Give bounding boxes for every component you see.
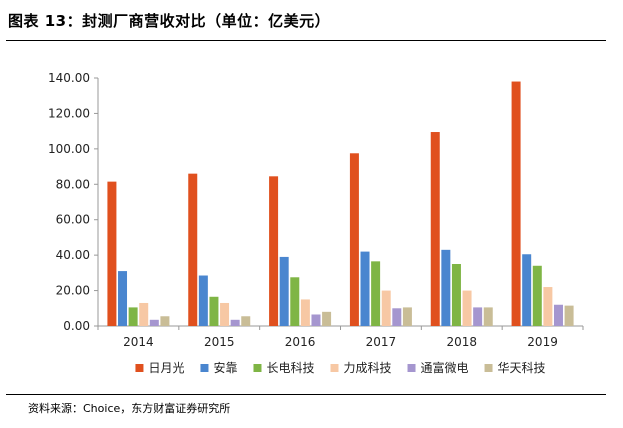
y-axis: 0.00 20.00 40.00 60.00 80.00 100.00 120.00 140.… — [48, 71, 99, 333]
bar — [198, 275, 208, 326]
source-note: 资料来源：Choice，东方财富证券研究所 — [28, 402, 231, 415]
legend-swatch — [253, 364, 262, 372]
x-tick-label: 2019 — [527, 335, 558, 349]
y-tick-label: 0.00 — [63, 319, 90, 333]
bar — [322, 311, 332, 326]
x-tick-label: 2018 — [446, 335, 477, 349]
legend-item: 通富微电 — [407, 360, 469, 375]
bar — [128, 307, 138, 326]
bar — [311, 314, 321, 326]
legend-swatch — [330, 364, 339, 372]
x-axis: 2014 2015 2016 2017 2018 2019 — [97, 325, 584, 349]
legend-label: 通富微电 — [421, 360, 469, 375]
bars — [107, 81, 574, 327]
bar — [381, 290, 391, 326]
legend-swatch — [484, 364, 493, 372]
bar — [149, 319, 159, 326]
x-tick-label: 2017 — [366, 335, 397, 349]
bar — [522, 254, 532, 326]
x-tick-label: 2015 — [204, 335, 235, 349]
bar — [220, 302, 230, 326]
legend-item: 力成科技 — [330, 361, 392, 375]
legend: 日月光 安靠 长电科技 力成科技 通富微电 华天科技 — [135, 360, 546, 375]
bar — [543, 287, 553, 326]
y-tick-label: 20.00 — [56, 284, 90, 298]
bar — [160, 316, 170, 326]
bar — [483, 307, 493, 326]
bar — [511, 81, 521, 327]
bar — [392, 308, 402, 326]
bar — [300, 299, 310, 326]
bar — [107, 181, 117, 326]
y-tick-label: 120.00 — [48, 106, 90, 120]
x-tick-label: 2016 — [285, 335, 316, 349]
legend-item: 日月光 — [135, 361, 184, 375]
y-tick-label: 100.00 — [48, 142, 90, 156]
legend-label: 力成科技 — [344, 361, 392, 375]
bar — [230, 319, 240, 326]
bar — [473, 307, 483, 326]
bar — [290, 277, 300, 326]
bar — [553, 304, 563, 326]
bar — [188, 173, 198, 326]
bar — [430, 132, 440, 326]
x-tick-label: 2014 — [123, 335, 154, 349]
legend-item: 华天科技 — [484, 361, 546, 375]
legend-swatch — [407, 364, 416, 372]
bar — [462, 290, 472, 326]
bar — [360, 251, 370, 326]
bar — [532, 265, 542, 326]
bar — [402, 307, 412, 326]
legend-item: 长电科技 — [253, 361, 315, 375]
top-rule — [6, 40, 606, 41]
bar — [241, 316, 251, 326]
legend-label: 安靠 — [213, 360, 237, 375]
bar — [441, 249, 451, 326]
legend-label: 日月光 — [148, 361, 184, 375]
bar — [349, 153, 359, 326]
y-tick-label: 80.00 — [56, 177, 90, 191]
bar — [209, 296, 219, 326]
figure-title: 图表 13：封测厂商营收对比（单位：亿美元） — [8, 12, 331, 30]
bar-chart: 0.00 20.00 40.00 60.00 80.00 100.00 120.00 140.… — [48, 71, 584, 375]
y-tick-label: 140.00 — [48, 71, 90, 85]
legend-label: 长电科技 — [266, 361, 314, 375]
bar — [451, 264, 461, 326]
bar — [564, 305, 574, 326]
bar — [279, 256, 289, 326]
bar — [269, 176, 279, 326]
legend-label: 华天科技 — [498, 361, 546, 375]
legend-item: 安靠 — [200, 360, 237, 375]
y-tick-label: 60.00 — [56, 213, 90, 227]
bar — [371, 261, 381, 326]
bar — [139, 302, 149, 326]
legend-swatch — [135, 364, 144, 372]
legend-swatch — [200, 364, 209, 372]
bar — [118, 271, 128, 326]
bottom-rule — [6, 394, 606, 395]
y-tick-label: 40.00 — [56, 248, 90, 262]
